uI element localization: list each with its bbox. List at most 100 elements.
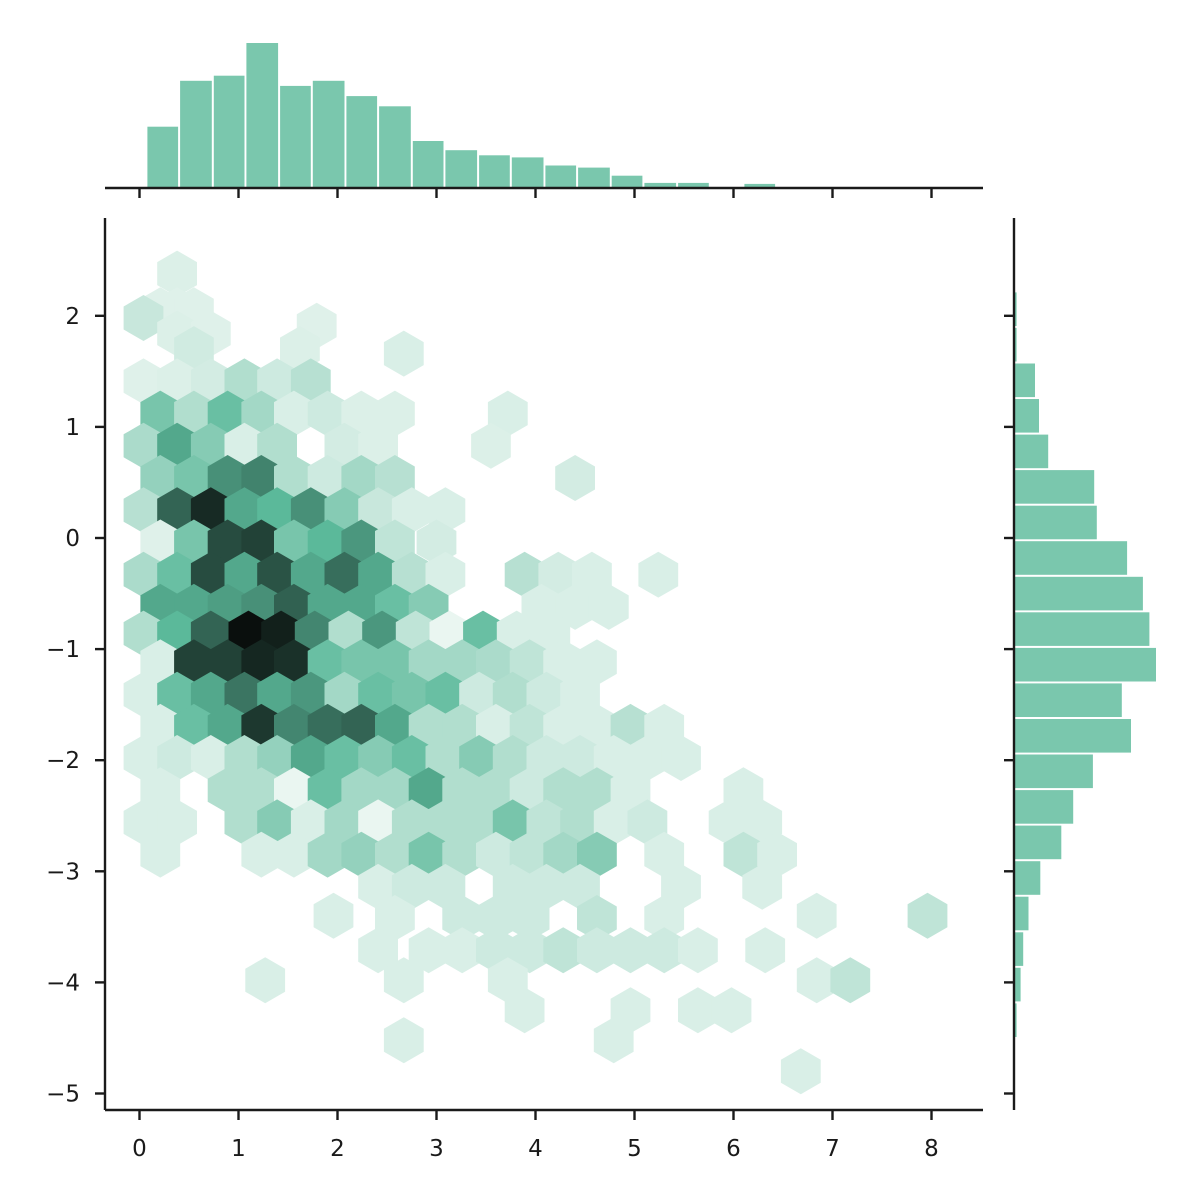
hexbin-cell <box>509 639 550 686</box>
hexbin-cell <box>543 767 584 814</box>
hexbin-cell <box>358 551 398 598</box>
hexbin-cell <box>644 927 685 974</box>
hexbin-cell <box>560 863 600 910</box>
hexbin-cell <box>157 799 197 846</box>
hexbin-cell <box>123 422 164 469</box>
hexbin-cell <box>593 735 634 781</box>
hexbin-cell <box>644 831 685 878</box>
hexbin-cell <box>241 455 282 501</box>
hexbin-cell <box>543 831 584 878</box>
x-marginal-bar <box>147 126 179 188</box>
x-marginal-bar <box>479 155 510 188</box>
hexbin-cell <box>257 671 297 718</box>
hexbin-cell <box>341 639 382 686</box>
hexbin-cell <box>442 831 483 878</box>
hexbin-cell <box>391 487 432 534</box>
hexbin-cell <box>123 671 164 718</box>
y-marginal-bar <box>1014 683 1122 717</box>
hexbin-cell <box>358 671 398 718</box>
hexbin-cell <box>174 455 214 501</box>
hexbin-cell <box>341 767 382 814</box>
hexbin-cell <box>708 799 749 846</box>
hexbin-cell <box>509 895 550 941</box>
hexbin-cell <box>577 927 617 974</box>
y-marginal-bar <box>1014 292 1017 326</box>
hexbin-cell <box>174 519 214 566</box>
hexbin-cell <box>190 671 231 718</box>
x-tick-label: 4 <box>528 1136 543 1162</box>
hexbin-cell <box>593 1017 634 1064</box>
hexbin-cell <box>257 422 297 469</box>
y-marginal-bar <box>1014 327 1017 362</box>
hexbin-cell <box>504 987 545 1034</box>
hexbin-cell <box>307 703 348 750</box>
hexbin-cell <box>241 831 282 878</box>
y-marginal-bar <box>1014 576 1143 611</box>
hexbin-cell <box>324 671 365 718</box>
hexbin-cell <box>123 735 164 781</box>
hexbin-cell <box>207 639 248 686</box>
y-marginal-bar <box>1014 754 1093 789</box>
hexbin-cell <box>290 487 331 534</box>
hexbin-cell <box>476 895 516 941</box>
hexbin-cell <box>375 519 415 566</box>
hexbin-cell <box>307 390 348 437</box>
hexbin-cell <box>358 735 398 781</box>
x-marginal-bar <box>511 157 544 188</box>
hexbin-cell <box>661 863 701 910</box>
hexbin-cell <box>577 767 617 814</box>
x-marginal-bar <box>246 43 279 188</box>
hexbin-cell <box>207 390 248 437</box>
hexbin-cell <box>907 892 948 939</box>
hexbin-cell <box>408 767 449 814</box>
hexbin-cell <box>224 551 265 598</box>
y-marginal-bar <box>1014 470 1095 504</box>
hexbin-cell <box>593 799 634 846</box>
hexbin-cell <box>157 487 197 534</box>
y-marginal-bar <box>1014 363 1035 398</box>
hexbin-cell <box>572 551 612 598</box>
x-tick-label: 0 <box>132 1136 147 1162</box>
x-tick-label: 3 <box>429 1136 444 1162</box>
hexbin-cell <box>123 358 164 405</box>
y-tick-label: −5 <box>46 1082 80 1108</box>
hexbin-cell <box>257 358 297 405</box>
hexbin-cell <box>830 957 871 1004</box>
hexbin-cell <box>341 831 382 878</box>
hexbin-cell <box>224 735 265 781</box>
y-marginal-bar <box>1014 505 1097 540</box>
hexbin-cell <box>391 671 432 718</box>
hexbin-cell <box>174 639 214 686</box>
hexbin-cell <box>375 895 415 941</box>
hexbin-cell <box>644 895 685 941</box>
hexbin-cell <box>487 390 528 437</box>
hexbin-cell <box>476 639 516 686</box>
hexbin-cell <box>307 455 348 501</box>
hexbin-cell <box>577 831 617 878</box>
x-marginal-histogram <box>147 43 776 188</box>
hexbin-cell <box>174 326 214 373</box>
hexbin-cell <box>274 703 314 750</box>
hexbin-cell <box>661 735 701 781</box>
x-tick-label: 1 <box>231 1136 246 1162</box>
hexbin-cell <box>526 863 567 910</box>
hexbin-cell <box>140 519 181 566</box>
hexbin-cell <box>509 831 550 878</box>
hexbin-cell <box>577 895 617 941</box>
hexbin-cell <box>678 927 718 974</box>
hexbin-cell <box>577 703 617 750</box>
hexbin-cell <box>274 455 314 501</box>
hexbin-cell <box>341 703 382 750</box>
y-marginal-bar <box>1014 896 1029 931</box>
y-marginal-bar <box>1014 399 1039 433</box>
hexbin-cell <box>383 330 424 377</box>
hexbin-cell <box>408 831 449 878</box>
hexbin-cell <box>274 767 314 814</box>
hexbin-cell <box>313 892 354 939</box>
hexbin-cell <box>780 1048 821 1095</box>
hexbin-cell <box>391 551 432 598</box>
hexbin-cell <box>245 957 286 1004</box>
hexbin-cell <box>190 487 231 534</box>
hexbin-cell <box>476 831 516 878</box>
